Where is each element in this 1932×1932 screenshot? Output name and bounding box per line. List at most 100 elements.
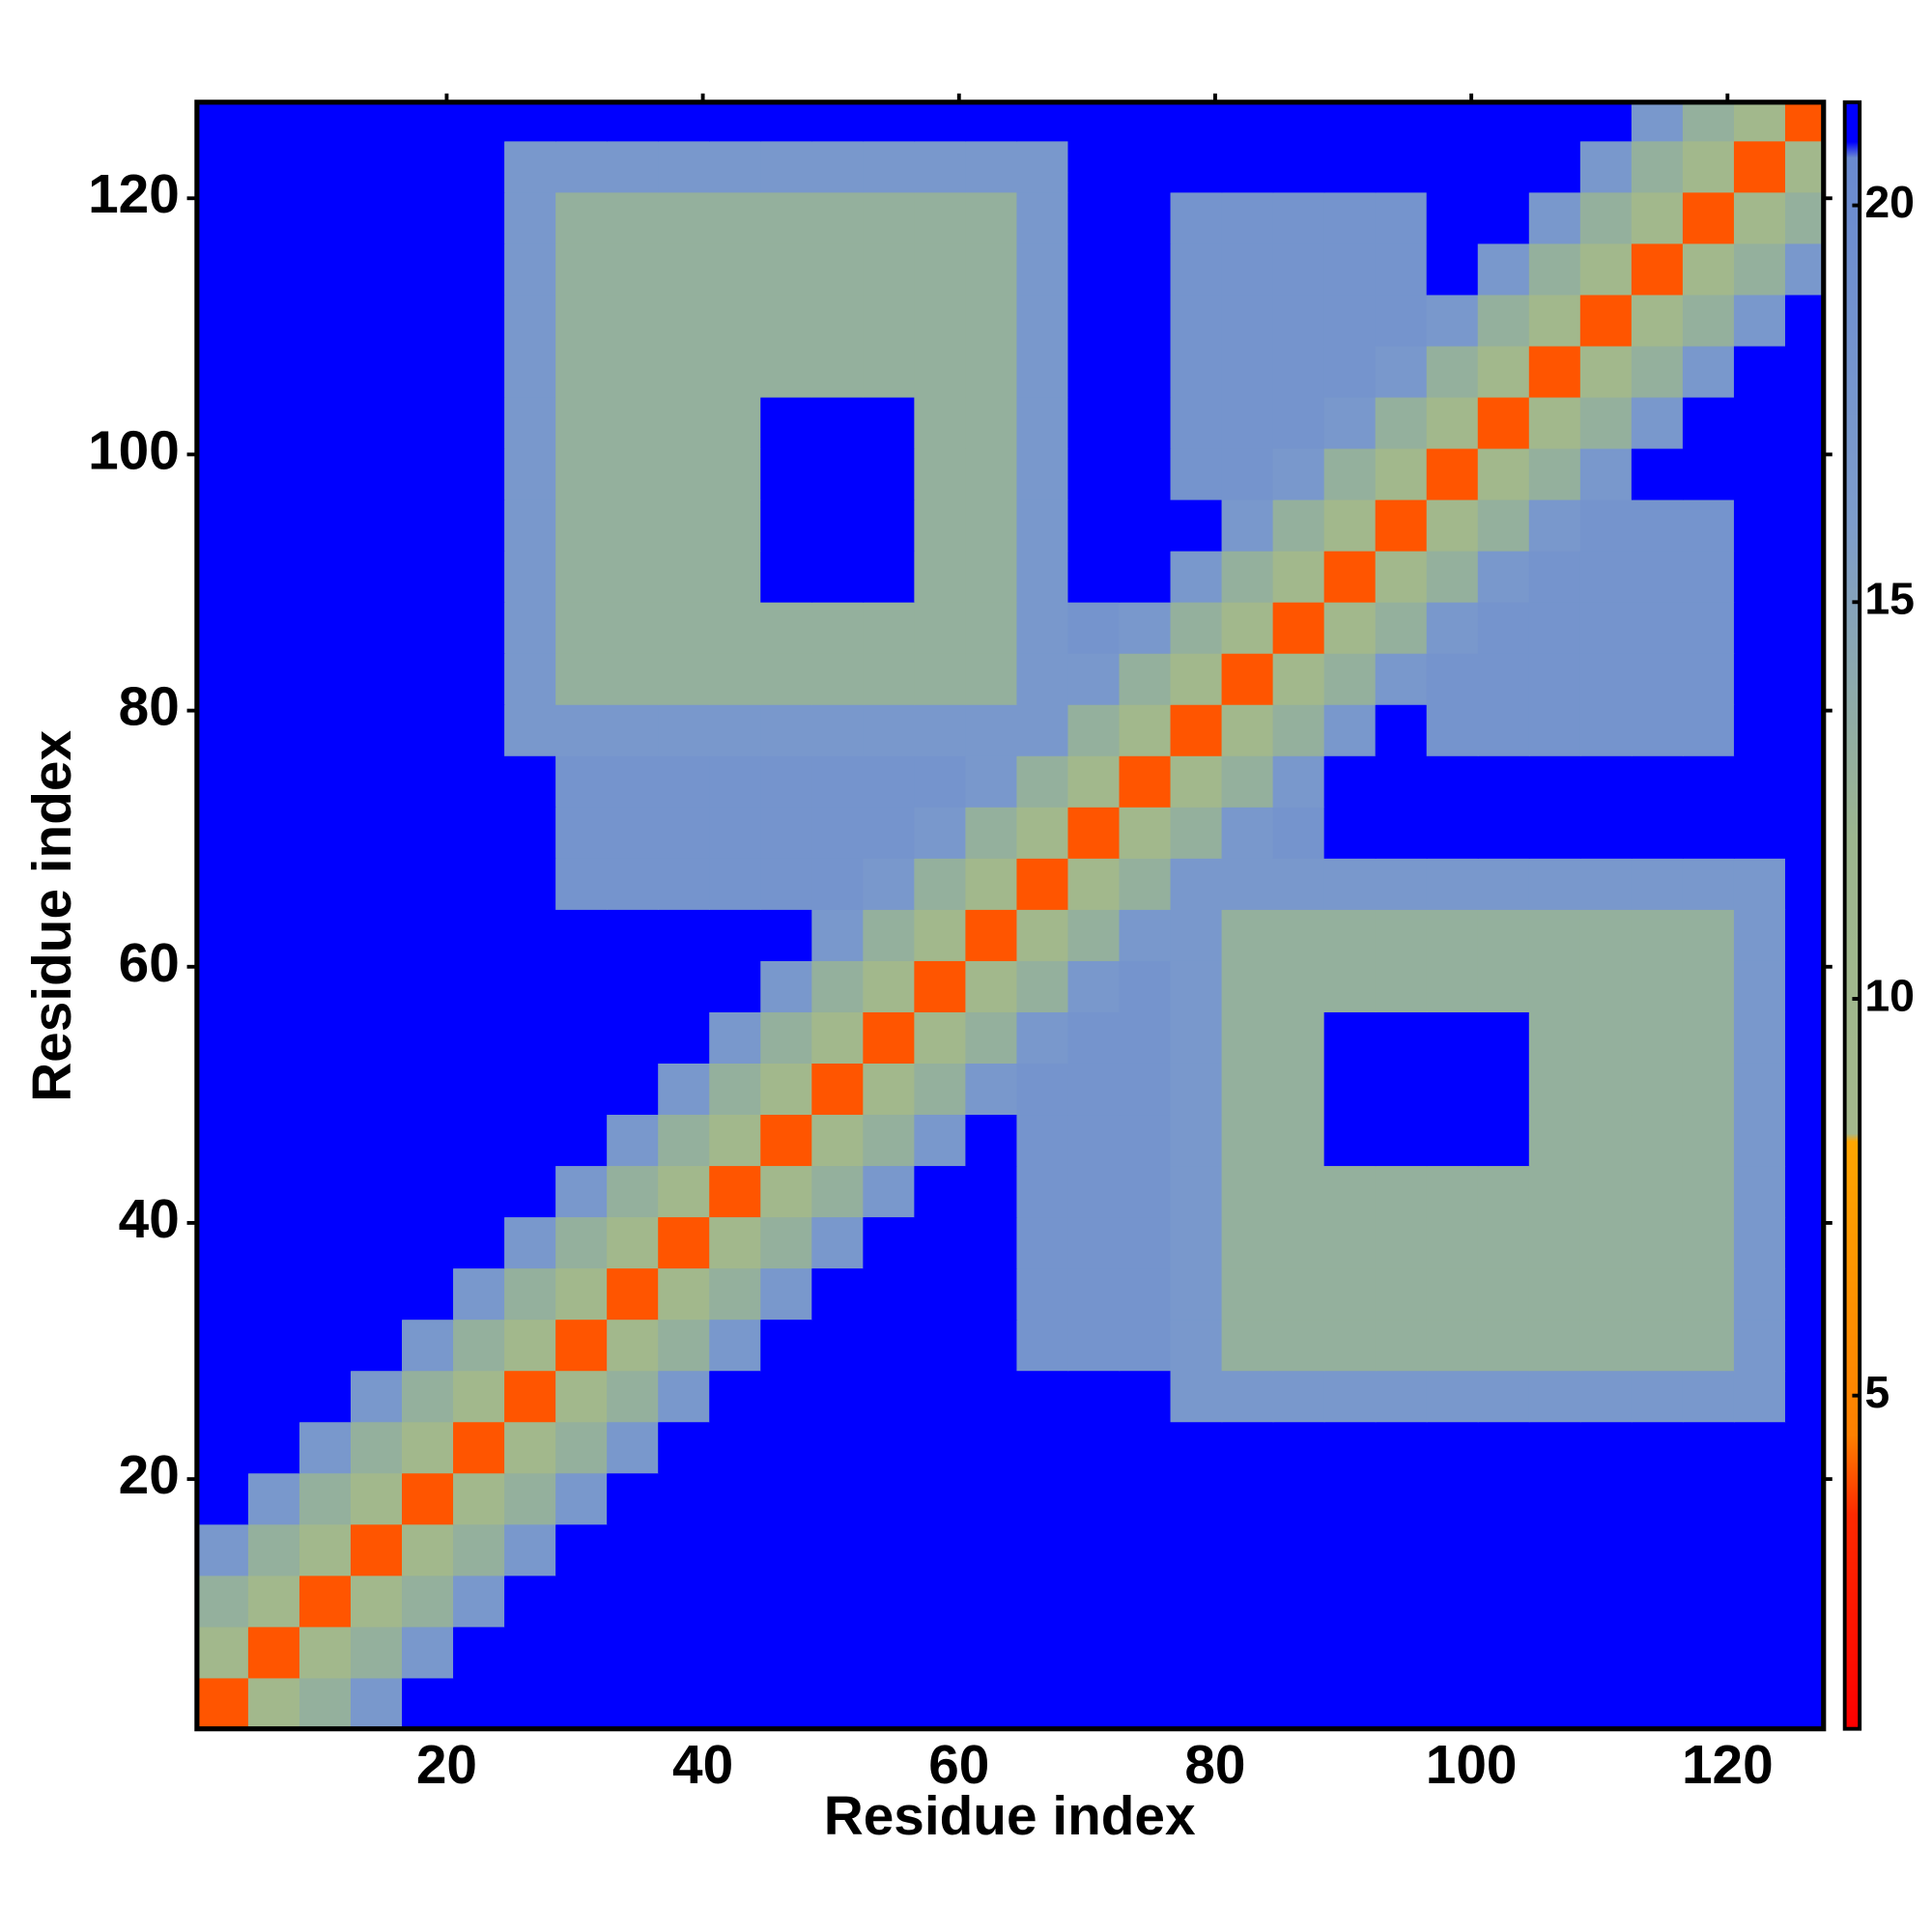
heatmap-cell xyxy=(1119,652,1172,705)
heatmap-cell xyxy=(1119,140,1172,193)
heatmap-cell xyxy=(1375,294,1428,347)
heatmap-cell xyxy=(298,101,352,142)
heatmap-cell xyxy=(1323,101,1377,142)
heatmap-cell xyxy=(1733,652,1786,705)
heatmap-cell xyxy=(1272,1319,1325,1372)
heatmap-cell xyxy=(1784,1165,1824,1218)
heatmap-cell xyxy=(709,1421,762,1474)
heatmap-cell xyxy=(1375,1523,1428,1577)
heatmap-cell xyxy=(1528,755,1581,808)
heatmap-cell xyxy=(1119,1114,1172,1167)
heatmap-cell xyxy=(1477,652,1530,705)
heatmap-cell xyxy=(1016,1677,1069,1729)
heatmap-cell xyxy=(1272,1114,1325,1167)
heatmap-cell xyxy=(1170,1011,1223,1064)
heatmap-cell xyxy=(298,652,352,705)
heatmap-cell xyxy=(350,1011,403,1064)
heatmap-cell xyxy=(658,1114,710,1167)
heatmap-cell xyxy=(402,550,454,603)
heatmap-cell xyxy=(247,1011,300,1064)
heatmap-cell xyxy=(1375,1216,1428,1269)
heatmap-cell xyxy=(914,447,967,500)
heatmap-cell xyxy=(1579,1677,1633,1729)
heatmap-cell xyxy=(298,960,352,1012)
heatmap-cell xyxy=(555,1267,608,1321)
heatmap-cell xyxy=(298,1677,352,1729)
heatmap-cell xyxy=(1323,550,1377,603)
heatmap-cell xyxy=(658,703,710,756)
heatmap-cell xyxy=(1170,1319,1223,1372)
heatmap-cell xyxy=(1272,1216,1325,1269)
heatmap-cell xyxy=(1579,601,1633,654)
heatmap-cell xyxy=(811,1421,865,1474)
heatmap-cell xyxy=(247,550,300,603)
heatmap-cell xyxy=(1733,1677,1786,1729)
heatmap-cell xyxy=(760,191,813,244)
heatmap-cell xyxy=(1477,140,1530,193)
heatmap-cell xyxy=(247,1575,300,1628)
heatmap-cell xyxy=(1426,1216,1479,1269)
heatmap-cell xyxy=(1579,703,1633,756)
heatmap-cell xyxy=(811,396,865,449)
heatmap-cell xyxy=(709,396,762,449)
heatmap-cell xyxy=(1682,1575,1735,1628)
heatmap-cell xyxy=(607,396,659,449)
heatmap-cell xyxy=(1682,807,1735,859)
heatmap-cell xyxy=(504,1472,556,1525)
heatmap-cell xyxy=(555,909,608,961)
heatmap-cell xyxy=(1067,1216,1121,1269)
heatmap-cell xyxy=(607,601,659,654)
heatmap-cell xyxy=(196,1011,249,1064)
heatmap-cell xyxy=(350,1216,403,1269)
heatmap-cell xyxy=(1067,191,1121,244)
heatmap-cell xyxy=(504,1421,556,1474)
heatmap-cell xyxy=(1682,242,1735,296)
heatmap-cell xyxy=(760,1370,813,1423)
heatmap-cell xyxy=(863,1421,916,1474)
heatmap-cell xyxy=(1067,140,1121,193)
heatmap-cell xyxy=(658,1267,710,1321)
heatmap-cell xyxy=(196,807,249,859)
heatmap-cell xyxy=(863,1063,916,1116)
heatmap-cell xyxy=(1272,345,1325,398)
heatmap-cell xyxy=(1631,1421,1684,1474)
heatmap-cell xyxy=(760,396,813,449)
heatmap-cell xyxy=(1631,1216,1684,1269)
heatmap-cell xyxy=(1221,1472,1274,1525)
heatmap-cell xyxy=(298,1523,352,1577)
heatmap-cell xyxy=(1477,601,1530,654)
heatmap-cell xyxy=(914,703,967,756)
heatmap-cell xyxy=(1579,960,1633,1012)
heatmap-cell xyxy=(1016,396,1069,449)
heatmap-cell xyxy=(914,1011,967,1064)
heatmap-cell xyxy=(760,1063,813,1116)
heatmap-cell xyxy=(1528,1421,1581,1474)
heatmap-cell xyxy=(555,498,608,552)
heatmap-cell xyxy=(504,294,556,347)
heatmap-cell xyxy=(555,960,608,1012)
heatmap-cell xyxy=(1016,1063,1069,1116)
heatmap-cell xyxy=(1682,1677,1735,1729)
heatmap-cell xyxy=(1631,396,1684,449)
heatmap xyxy=(196,101,1824,1729)
heatmap-cell xyxy=(1221,1370,1274,1423)
heatmap-cell xyxy=(1375,1421,1428,1474)
heatmap-cell xyxy=(760,601,813,654)
heatmap-cell xyxy=(709,1165,762,1218)
heatmap-cell xyxy=(1682,755,1735,808)
heatmap-cell xyxy=(555,1523,608,1577)
heatmap-cell xyxy=(607,960,659,1012)
heatmap-cell xyxy=(607,1114,659,1167)
heatmap-cell xyxy=(863,858,916,910)
heatmap-cell xyxy=(247,1267,300,1321)
heatmap-cell xyxy=(1375,1472,1428,1525)
heatmap-cell xyxy=(350,345,403,398)
heatmap-cell xyxy=(1272,140,1325,193)
heatmap-cell xyxy=(196,858,249,910)
heatmap-cell xyxy=(965,294,1018,347)
heatmap-cell xyxy=(504,1523,556,1577)
heatmap-cell xyxy=(760,101,813,142)
heatmap-cell xyxy=(1528,1677,1581,1729)
heatmap-cell xyxy=(709,1626,762,1679)
heatmap-cell xyxy=(965,1267,1018,1321)
